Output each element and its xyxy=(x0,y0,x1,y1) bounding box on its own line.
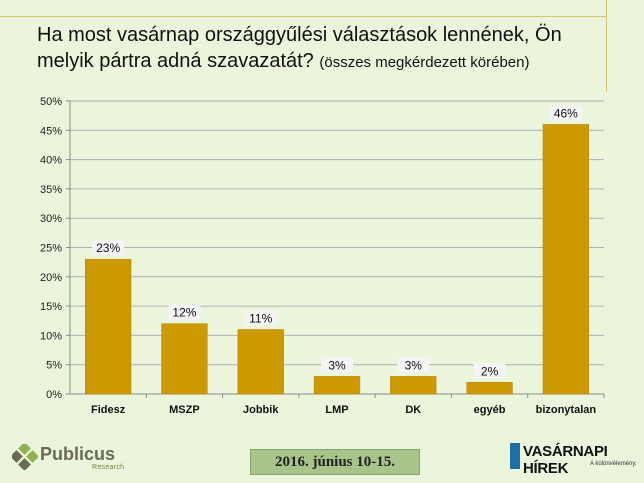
y-tick-label: 35% xyxy=(40,184,62,196)
data-label: 46% xyxy=(554,106,578,120)
data-label-box xyxy=(92,240,125,256)
bar xyxy=(542,124,589,395)
y-tick-label: 50% xyxy=(40,96,62,108)
bar xyxy=(237,329,284,395)
y-tick-label: 5% xyxy=(46,360,62,372)
data-label: 3% xyxy=(405,358,423,372)
data-label-box xyxy=(244,310,277,326)
bar xyxy=(390,376,437,395)
bar xyxy=(161,323,208,395)
vasarnapi-hirek-tagline: A különvélemény. xyxy=(590,461,637,467)
y-tick-label: 15% xyxy=(40,301,62,313)
x-tick-label: Fidesz xyxy=(91,404,126,416)
data-label: 2% xyxy=(481,364,499,378)
title-divider xyxy=(0,16,606,17)
data-label: 3% xyxy=(328,358,346,372)
y-tick-label: 20% xyxy=(40,272,62,284)
data-label: 12% xyxy=(172,306,196,320)
data-label-box xyxy=(549,105,582,121)
publicus-logo: Publicus Research xyxy=(12,442,132,476)
chart-subtitle: (összes megkérdezett körében) xyxy=(319,54,530,71)
vasarnapi-hirek-name: VASÁRNAPI HÍREK xyxy=(523,443,608,477)
y-tick-label: 40% xyxy=(40,155,62,167)
survey-date: 2016. június 10-15. xyxy=(250,449,420,475)
publicus-logo-research: Research xyxy=(92,464,125,471)
vasarnapi-hirek-logo: VASÁRNAPI HÍREK A különvélemény. xyxy=(510,441,638,477)
x-tick-label: bizonytalan xyxy=(536,404,597,416)
vasarnapi-hirek-mark xyxy=(510,443,520,469)
bar-chart: 0% 5% 10% 15% 20% 25% 30% 35% 40% 45% 50% 23% Fidesz… xyxy=(40,96,605,416)
y-tick-label: 10% xyxy=(40,330,62,342)
data-label-box xyxy=(168,304,201,320)
x-tick-label: DK xyxy=(405,404,421,416)
publicus-logo-name: Publicus xyxy=(40,444,116,464)
bar xyxy=(85,258,132,395)
x-tick-label: egyéb xyxy=(474,404,506,416)
data-label-box xyxy=(397,357,430,373)
data-label-box xyxy=(321,357,353,373)
bar xyxy=(466,382,513,395)
data-label-box xyxy=(473,363,506,379)
bar xyxy=(313,376,361,395)
y-tick-label: 25% xyxy=(40,243,62,255)
y-tick-label: 45% xyxy=(40,125,62,137)
x-tick-label: Jobbik xyxy=(243,404,279,416)
title-divider-vertical xyxy=(606,0,607,92)
data-label: 11% xyxy=(249,312,272,326)
chart-title: Ha most vasárnap országgyűlési választás… xyxy=(37,22,597,76)
chart-title-main: Ha most vasárnap országgyűlési választás… xyxy=(37,24,562,72)
x-tick-label: MSZP xyxy=(169,404,200,416)
y-tick-label: 0% xyxy=(46,389,62,401)
x-tick-label: LMP xyxy=(325,404,348,416)
publicus-logo-icon xyxy=(12,444,38,470)
data-label: 23% xyxy=(96,241,120,255)
y-tick-label: 30% xyxy=(40,213,62,225)
title-bar: Ha most vasárnap országgyűlési választás… xyxy=(0,0,644,92)
